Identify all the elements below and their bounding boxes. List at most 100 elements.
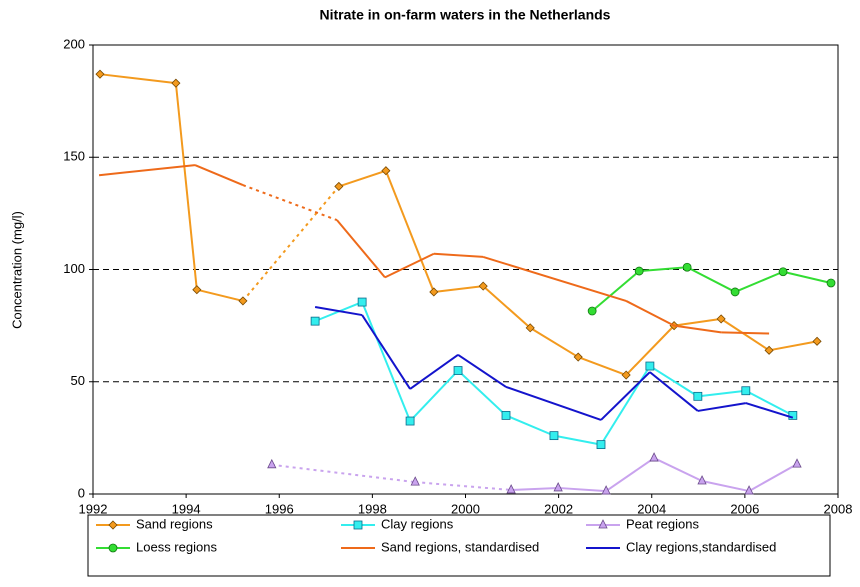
x-tick-label: 2002 bbox=[544, 501, 573, 516]
point bbox=[357, 297, 367, 307]
point bbox=[764, 345, 774, 355]
point bbox=[549, 431, 559, 441]
line-segment bbox=[529, 327, 579, 358]
line-segment bbox=[591, 270, 640, 312]
line-segment bbox=[701, 480, 750, 493]
point bbox=[693, 391, 703, 401]
x-tick-label: 1996 bbox=[265, 501, 294, 516]
point bbox=[553, 482, 563, 492]
point bbox=[741, 386, 751, 396]
point bbox=[645, 361, 655, 371]
x-tick-label: 1994 bbox=[172, 501, 201, 516]
line-segment bbox=[505, 385, 602, 421]
point bbox=[812, 336, 822, 346]
line-segment bbox=[673, 324, 722, 334]
line-segment bbox=[409, 369, 459, 422]
line-segment bbox=[782, 270, 832, 284]
line-segment bbox=[482, 255, 627, 302]
line-segment bbox=[174, 83, 198, 290]
x-tick-label: 1992 bbox=[79, 501, 108, 516]
point bbox=[453, 366, 463, 375]
x-tick-label: 2008 bbox=[824, 501, 853, 516]
line-segment bbox=[314, 306, 363, 317]
point bbox=[429, 287, 439, 297]
line-segment bbox=[600, 371, 651, 421]
line-segment bbox=[649, 365, 699, 398]
point bbox=[649, 452, 659, 462]
point bbox=[334, 181, 344, 192]
point bbox=[730, 287, 740, 297]
line-segment bbox=[433, 252, 484, 258]
point bbox=[95, 69, 105, 79]
point bbox=[621, 370, 631, 380]
line-segment bbox=[605, 457, 655, 492]
line-segment bbox=[457, 353, 507, 388]
line-segment bbox=[361, 301, 412, 422]
y-tick-label: 150 bbox=[63, 149, 85, 164]
point bbox=[697, 475, 707, 485]
point bbox=[598, 519, 608, 529]
y-tick-label: 100 bbox=[63, 261, 85, 276]
line-segment bbox=[745, 389, 794, 417]
line-segment bbox=[721, 331, 770, 335]
point bbox=[410, 476, 420, 486]
point bbox=[634, 266, 644, 276]
point bbox=[778, 267, 788, 277]
line-segment bbox=[720, 318, 770, 352]
point bbox=[353, 520, 363, 530]
line-segment bbox=[673, 317, 722, 327]
line-segment bbox=[384, 252, 435, 279]
line-segment bbox=[553, 434, 602, 446]
legend-label: Clay regions bbox=[381, 516, 454, 531]
line-segment bbox=[196, 288, 244, 302]
x-tick-label: 1998 bbox=[358, 501, 387, 516]
y-axis-label: Concentration (mg/l) bbox=[9, 211, 24, 329]
point bbox=[108, 543, 118, 553]
point bbox=[744, 485, 754, 495]
line-segment bbox=[577, 356, 627, 376]
point bbox=[506, 484, 516, 494]
point bbox=[310, 316, 320, 326]
line-segment bbox=[338, 169, 387, 188]
line-segment bbox=[242, 184, 338, 222]
point bbox=[238, 296, 248, 306]
point bbox=[267, 458, 277, 469]
line-segment bbox=[649, 371, 699, 412]
y-tick-label: 50 bbox=[71, 373, 85, 388]
point bbox=[108, 520, 118, 530]
point bbox=[573, 352, 583, 362]
line-segment bbox=[409, 353, 459, 390]
point bbox=[826, 278, 836, 288]
point bbox=[525, 323, 535, 333]
line-segment bbox=[558, 486, 607, 493]
line-segment bbox=[697, 402, 746, 412]
legend-label: Clay regions,standardised bbox=[626, 539, 776, 554]
point bbox=[716, 314, 726, 324]
line-segment bbox=[511, 486, 559, 491]
line-segment bbox=[384, 170, 435, 293]
line-segment bbox=[686, 266, 736, 293]
line-segment bbox=[745, 402, 794, 419]
legend-label: Loess regions bbox=[136, 539, 217, 554]
point bbox=[478, 281, 488, 291]
x-tick-label: 2006 bbox=[730, 501, 759, 516]
line-segment bbox=[194, 164, 244, 187]
legend-box bbox=[87, 514, 831, 577]
x-tick-label: 2000 bbox=[451, 501, 480, 516]
point bbox=[682, 262, 692, 272]
x-tick-label: 2004 bbox=[637, 501, 666, 516]
point bbox=[601, 485, 611, 495]
point bbox=[596, 440, 606, 450]
line-segment bbox=[625, 300, 675, 327]
point bbox=[381, 166, 391, 176]
y-tick-label: 200 bbox=[63, 36, 85, 51]
line-segment bbox=[653, 457, 703, 482]
line-segment bbox=[271, 463, 416, 484]
line-segment bbox=[457, 369, 507, 417]
line-segment bbox=[748, 463, 798, 492]
line-segment bbox=[361, 314, 411, 390]
point bbox=[405, 416, 415, 426]
legend-label: Sand regions, standardised bbox=[381, 539, 539, 554]
point bbox=[192, 285, 202, 295]
